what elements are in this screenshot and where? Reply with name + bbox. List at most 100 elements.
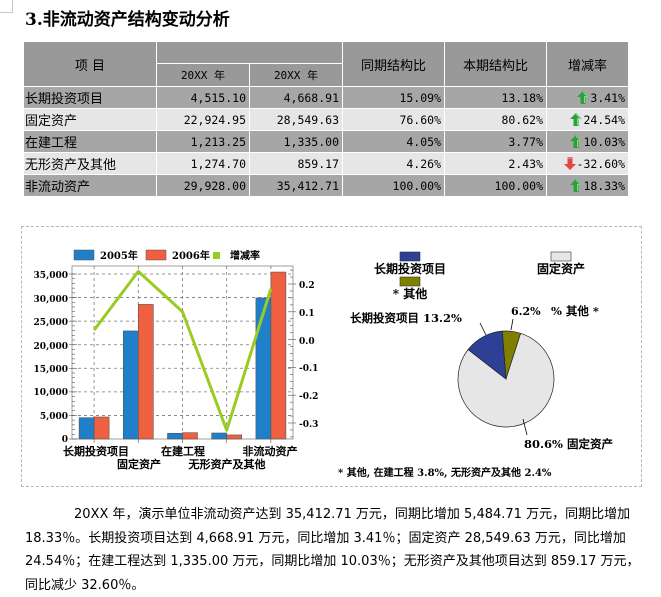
row-name: 非流动资产 [23,174,157,197]
row-year2: 4,668.91 [249,86,343,109]
page-corner-mark [0,0,13,13]
change-value: 10.03% [583,134,625,149]
pie-slice [467,330,507,380]
row-year2: 35,412.71 [249,174,343,197]
y2-tick: -0.2 [299,392,318,402]
up-arrow-icon [577,90,590,104]
pie-label-other-name: % 其他 * [551,304,599,318]
down-arrow-icon [563,156,576,170]
table-row: 非流动资产 29,928.00 35,412.71 100.00% 100.00… [23,174,629,197]
header-curr-ratio: 本期结构比 [444,41,547,87]
legend-label-long-term: 长期投资项目 [374,261,446,276]
legend-swatch-other [399,276,421,287]
header-year2: 20XX 年 [249,62,343,88]
legend-label-2006: 2006年 [172,249,210,262]
row-change: 10.03% [546,130,629,153]
row-prev-ratio: 4.05% [342,130,445,153]
x-label: 无形资产及其他 [188,457,266,471]
table-row: 固定资产 22,924.95 28,549.63 76.60% 80.62% 2… [23,108,629,131]
change-value: 18.33% [583,178,625,193]
row-prev-ratio: 100.00% [342,174,445,197]
row-year1: 1,274.70 [156,152,250,175]
row-change: -32.60% [546,152,629,175]
pie-slice [457,332,555,428]
legend-label-other: * 其他 [393,286,427,301]
y-tick: 20,000 [34,342,68,352]
y2-tick: -0.1 [299,364,318,374]
non-current-assets-table: 项 目 同期结构比 本期结构比 增减率 20XX 年 20XX 年 长期投资项目… [23,41,629,197]
x-label: 长期投资项目 [63,444,129,458]
row-year1: 4,515.10 [156,86,250,109]
header-change-rate: 增减率 [546,41,629,87]
y-tick: 10,000 [34,388,68,398]
pie-footnote: * 其他, 在建工程 3.8%, 无形资产及其他 2.4% [338,466,552,479]
y-tick: 25,000 [34,318,68,328]
bar-line-chart: 2005年 2006年 增减率 0 5,000 10,000 15,000 20… [34,249,319,471]
legend-label-fixed: 固定资产 [537,261,585,276]
leader-line [479,322,487,336]
table-header-row: 项 目 同期结构比 本期结构比 增减率 [23,41,629,87]
pie-label-long-term: 长期投资项目 13.2% [350,311,462,325]
y2-tick: 0.0 [299,337,315,347]
y-tick: 15,000 [34,365,68,375]
header-prev-ratio: 同期结构比 [342,41,445,87]
change-value: -32.60% [576,156,625,171]
pie-label-other-pct: 6.2% [511,305,541,318]
row-prev-ratio: 15.09% [342,86,445,109]
row-year1: 1,213.25 [156,130,250,153]
y-tick: 5,000 [40,412,68,422]
y2-tick: 0.2 [299,281,315,291]
y-tick: 30,000 [34,295,68,305]
row-curr-ratio: 3.77% [444,130,547,153]
header-item: 项 目 [23,41,157,87]
x-label: 固定资产 [117,457,161,471]
row-year1: 29,928.00 [156,174,250,197]
pie-label-fixed: 80.6% 固定资产 [524,437,613,451]
change-value: 3.41% [590,90,625,105]
up-arrow-icon [570,134,583,148]
row-year2: 28,549.63 [249,108,343,131]
leader-line [510,318,514,331]
table-subheader-row: 20XX 年 20XX 年 [24,62,629,88]
pie-chart: 长期投资项目 固定资产 * 其他 长期投资项目 13.2% 6.2% % 其他 … [338,251,613,479]
y-axis-left-labels: 0 5,000 10,000 15,000 20,000 25,000 30,0… [34,271,68,445]
row-name: 在建工程 [23,130,157,153]
table-row: 在建工程 1,213.25 1,335.00 4.05% 3.77% 10.03… [23,130,629,153]
row-change: 24.54% [546,108,629,131]
y-tick: 35,000 [34,271,68,281]
legend-swatch-2006 [145,249,167,261]
charts-frame [21,226,642,487]
leader-line [522,418,528,436]
legend-swatch-long-term [399,251,421,262]
legend-swatch-2005 [73,249,95,261]
row-name: 长期投资项目 [23,86,157,109]
header-year1: 20XX 年 [156,62,250,88]
row-name: 无形资产及其他 [23,152,157,175]
row-change: 3.41% [546,86,629,109]
header-year-group [156,41,343,64]
section-title: 3.非流动资产结构变动分析 [25,10,230,30]
y-axis-right-labels: -0.3 -0.2 -0.1 0.0 0.1 0.2 [299,281,318,430]
legend-label-2005: 2005年 [100,249,138,262]
up-arrow-icon [570,178,583,192]
up-arrow-icon [570,112,583,126]
row-curr-ratio: 13.18% [444,86,547,109]
table-row: 长期投资项目 4,515.10 4,668.91 15.09% 13.18% 3… [23,86,629,109]
row-name: 固定资产 [23,108,157,131]
row-curr-ratio: 100.00% [444,174,547,197]
row-prev-ratio: 4.26% [342,152,445,175]
y-tick: 0 [62,435,68,445]
row-curr-ratio: 2.43% [444,152,547,175]
legend-label-change: 增减率 [230,249,260,262]
x-label: 非流动资产 [243,444,298,458]
legend-swatch-change [213,252,220,259]
x-label: 在建工程 [161,444,205,458]
plot-area [69,265,296,443]
row-change: 18.33% [546,174,629,197]
y2-tick: 0.1 [299,309,315,319]
row-year1: 22,924.95 [156,108,250,131]
row-year2: 1,335.00 [249,130,343,153]
row-prev-ratio: 76.60% [342,108,445,131]
change-value: 24.54% [583,112,625,127]
analysis-paragraph: 20XX 年，演示单位非流动资产达到 35,412.71 万元，同期比增加 5,… [25,507,640,593]
